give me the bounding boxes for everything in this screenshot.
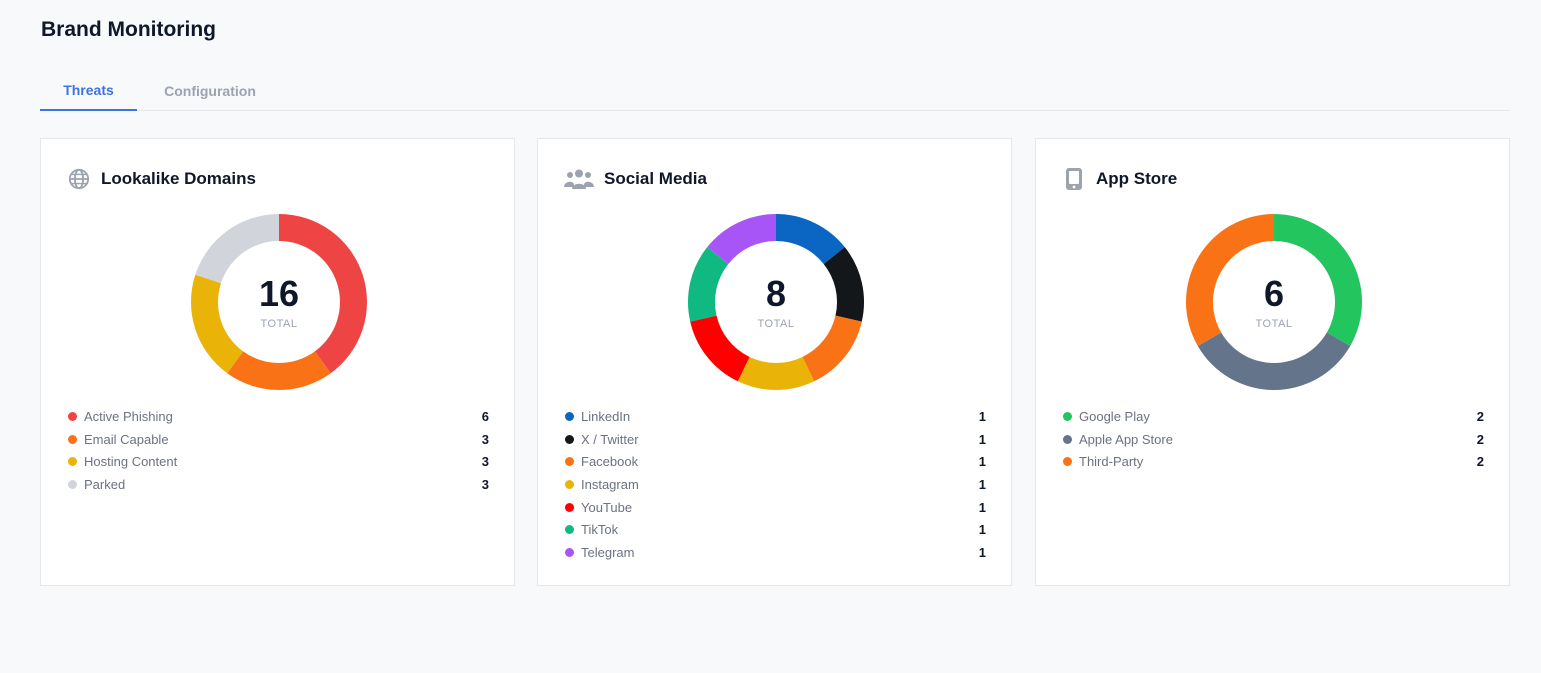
donut-slice-tiktok[interactable] [688,247,729,322]
legend-value: 1 [978,431,986,447]
legend-item: LinkedIn 1 [565,405,986,428]
donut-slice-third-party[interactable] [1186,214,1274,346]
legend-value: 1 [978,522,986,538]
donut-slice-parked[interactable] [195,214,279,284]
donut-slice-instagram[interactable] [737,356,815,390]
card-title: App Store [1096,169,1178,188]
donut-chart [191,214,367,390]
donut-slice-telegram[interactable] [707,214,776,264]
legend-value: 6 [481,408,489,424]
users-icon [564,167,594,191]
legend-dot [565,411,574,421]
legend-value: 2 [1476,454,1484,470]
card-title: Lookalike Domains [101,169,256,188]
legend-label: Parked [84,476,126,492]
total-count: 16 [258,273,300,314]
legend-value: 3 [481,431,489,447]
legend-label: Third-Party [1079,454,1144,470]
legend-item: YouTube 1 [565,496,986,519]
legend-dot [68,434,77,444]
legend-item: Hosting Content 3 [68,450,489,473]
legend-value: 1 [978,499,986,515]
donut-slice-linkedin[interactable] [776,214,845,264]
legend-item: Instagram 1 [565,473,986,496]
total-count: 6 [1263,273,1285,314]
legend-dot [1063,434,1072,444]
legend-dot [68,411,77,421]
legend-dot [1063,457,1072,467]
total-count: 8 [765,273,787,314]
tab-bar: Threats Configuration [40,70,1510,111]
legend-value: 1 [978,454,986,470]
page-title: Brand Monitoring [41,18,216,41]
legend-item: Google Play 2 [1063,405,1484,428]
donut-slice-facebook[interactable] [802,315,862,382]
donut-slice-hosting-content[interactable] [191,274,244,374]
donut-chart [688,214,864,390]
mobile-phone-icon [1062,167,1086,191]
card-app-store: App Store 6 TOTAL Google Play 2 Apple Ap… [1035,138,1510,586]
legend-value: 2 [1476,431,1484,447]
legend-label: Email Capable [84,431,169,447]
legend-item: Apple App Store 2 [1063,428,1484,451]
legend-dot [68,457,77,467]
legend-label: Facebook [581,454,639,470]
total-label: TOTAL [757,318,795,330]
legend-dot [565,457,574,467]
legend-item: Email Capable 3 [68,428,489,451]
legend-item: Telegram 1 [565,541,986,564]
tab-configuration[interactable]: Configuration [164,82,256,99]
legend-label: YouTube [581,499,633,515]
legend-label: Telegram [581,544,635,560]
card-header: Lookalike Domains [67,166,256,192]
legend-item: Third-Party 2 [1063,450,1484,473]
card-header: App Store [1062,166,1177,192]
legend-label: Google Play [1079,408,1150,424]
legend-label: Hosting Content [84,454,178,470]
tab-threats[interactable]: Threats [40,70,137,111]
globe-icon [67,167,91,191]
legend-value: 1 [978,476,986,492]
legend-label: Instagram [581,476,639,492]
legend-item: X / Twitter 1 [565,428,986,451]
legend-label: TikTok [581,522,619,538]
card-social-media: Social Media 8 TOTAL LinkedIn 1 X / Twit… [537,138,1012,586]
legend-value: 3 [481,454,489,470]
legend-value: 1 [978,408,986,424]
legend-value: 2 [1476,408,1484,424]
legend: Google Play 2 Apple App Store 2 Third-Pa… [1063,405,1484,473]
card-header: Social Media [564,166,707,192]
legend-dot [565,479,574,489]
donut-slice-google-play[interactable] [1274,214,1362,346]
legend-value: 3 [481,476,489,492]
total-label: TOTAL [1255,318,1293,330]
legend-item: TikTok 1 [565,518,986,541]
donut-slice-apple-app-store[interactable] [1197,332,1351,391]
legend-label: X / Twitter [581,431,639,447]
legend-dot [565,502,574,512]
total-label: TOTAL [260,318,298,330]
donut-slice-youtube[interactable] [690,315,750,382]
legend-dot [565,547,574,557]
legend-item: Facebook 1 [565,450,986,473]
legend-dot [565,525,574,535]
donut-slice-active-phishing[interactable] [279,214,367,374]
legend-item: Parked 3 [68,473,489,496]
legend-label: LinkedIn [581,408,631,424]
legend-item: Active Phishing 6 [68,405,489,428]
card-title: Social Media [604,169,707,188]
legend: LinkedIn 1 X / Twitter 1 Facebook 1 Inst… [565,405,986,564]
donut-slice-email-capable[interactable] [227,351,331,390]
legend-label: Active Phishing [84,408,173,424]
legend-dot [565,434,574,444]
legend-dot [1063,411,1072,421]
legend: Active Phishing 6 Email Capable 3 Hostin… [68,405,489,496]
legend-value: 1 [978,544,986,560]
donut-slice-x-twitter[interactable] [823,247,864,322]
legend-label: Apple App Store [1079,431,1173,447]
legend-dot [68,479,77,489]
card-lookalike-domains: Lookalike Domains 16 TOTAL Active Phishi… [40,138,515,586]
donut-chart [1186,214,1362,391]
